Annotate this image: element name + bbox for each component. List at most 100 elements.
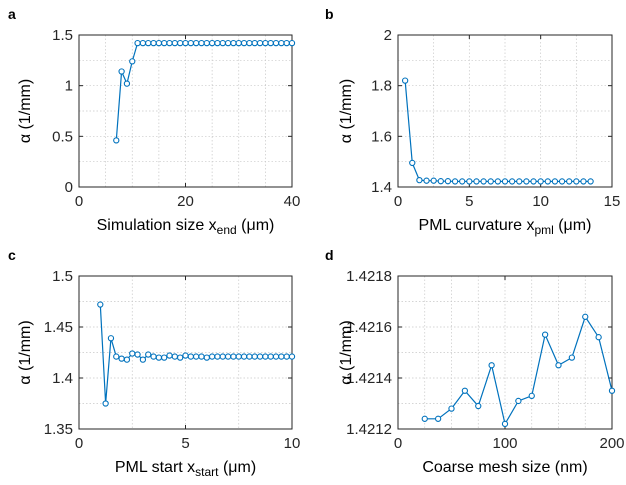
y-axis-label-a: α (1/mm) bbox=[17, 79, 34, 143]
data-point bbox=[150, 39, 157, 47]
panel-a: a 0 20 40 0 0.5 1 1.5 Simulation size xend (μm) α… bbox=[8, 6, 300, 237]
x-axis-label-a: Simulation size xend (μm) bbox=[97, 217, 275, 237]
data-point bbox=[272, 39, 280, 47]
y-tick-label: 1.6 bbox=[371, 128, 392, 145]
data-point bbox=[448, 405, 455, 412]
data-point bbox=[251, 353, 258, 360]
data-point bbox=[224, 39, 232, 47]
data-point bbox=[568, 354, 576, 361]
y-tick-label: 0 bbox=[65, 179, 73, 196]
data-point bbox=[409, 159, 416, 167]
data-point bbox=[166, 352, 173, 359]
data-point bbox=[501, 420, 509, 428]
data-point bbox=[480, 178, 487, 185]
data-point bbox=[475, 402, 482, 410]
panel-letter-a: a bbox=[8, 6, 16, 22]
x-axis-label-unit: (μm) bbox=[554, 217, 592, 234]
data-point bbox=[118, 355, 125, 362]
x-tick-label: 15 bbox=[604, 193, 621, 210]
data-point bbox=[608, 387, 616, 394]
x-axis-label-main: PML curvature x bbox=[419, 217, 535, 234]
data-point bbox=[530, 178, 537, 185]
x-tick-label: 40 bbox=[284, 193, 301, 210]
data-point bbox=[555, 362, 562, 369]
data-point bbox=[494, 178, 502, 185]
data-point bbox=[161, 354, 168, 361]
x-tick-label: 10 bbox=[532, 193, 549, 210]
data-point bbox=[537, 178, 544, 185]
x-axis-label-main: Coarse mesh size (nm) bbox=[422, 459, 587, 476]
data-point bbox=[528, 392, 535, 399]
data-point bbox=[544, 178, 551, 185]
panel-letter-c: c bbox=[8, 247, 16, 263]
x-tick-label: 0 bbox=[394, 435, 402, 452]
data-point bbox=[240, 353, 248, 360]
data-point bbox=[134, 351, 141, 358]
data-point bbox=[262, 39, 269, 47]
data-point bbox=[235, 39, 242, 47]
data-point bbox=[129, 58, 136, 65]
data-point bbox=[203, 354, 210, 361]
data-point bbox=[423, 177, 430, 184]
panel-letter-d: d bbox=[325, 247, 334, 263]
data-point bbox=[177, 354, 184, 361]
data-point bbox=[573, 178, 580, 185]
data-point bbox=[171, 39, 178, 47]
data-point bbox=[587, 178, 594, 185]
y-axis-label-b: α (1/mm) bbox=[338, 79, 355, 143]
data-point bbox=[278, 39, 285, 47]
data-point bbox=[256, 39, 264, 47]
y-tick-label: 1.4214 bbox=[346, 370, 392, 387]
data-point bbox=[283, 353, 290, 360]
data-point bbox=[203, 39, 210, 47]
x-axis-label-unit: (μm) bbox=[237, 217, 275, 234]
data-point bbox=[107, 335, 115, 342]
x-axis-label-c: PML start xstart (μm) bbox=[115, 459, 256, 479]
data-point bbox=[113, 353, 120, 360]
y-axis-label-c: α (1/mm) bbox=[17, 320, 34, 384]
data-point bbox=[288, 353, 296, 360]
data-point bbox=[123, 356, 131, 363]
data-point bbox=[224, 353, 232, 360]
x-axis-label-subscript: pml bbox=[534, 223, 553, 237]
x-axis-label-d: Coarse mesh size (nm) bbox=[422, 459, 587, 476]
data-point bbox=[473, 178, 480, 185]
data-point bbox=[155, 39, 163, 47]
x-tick-label: 0 bbox=[394, 193, 402, 210]
data-point bbox=[541, 331, 549, 338]
panel-letter-b: b bbox=[325, 6, 334, 22]
data-point bbox=[558, 178, 566, 185]
series-line-b bbox=[404, 80, 591, 183]
y-tick-label: 1.4212 bbox=[346, 421, 392, 438]
data-point bbox=[461, 387, 469, 394]
data-point bbox=[278, 353, 285, 360]
y-tick-label: 1 bbox=[65, 78, 73, 95]
data-point bbox=[187, 39, 194, 47]
data-point bbox=[192, 39, 200, 47]
x-tick-label: 10 bbox=[284, 435, 301, 452]
y-tick-label: 1.4 bbox=[52, 370, 73, 387]
data-point bbox=[246, 353, 253, 360]
data-point bbox=[145, 39, 152, 47]
data-point bbox=[595, 334, 602, 341]
y-axis-label-d: α (1/mm) bbox=[338, 320, 355, 384]
data-point bbox=[288, 39, 296, 47]
y-tick-label: 1.35 bbox=[44, 421, 73, 438]
data-point bbox=[451, 178, 459, 185]
x-tick-label: 5 bbox=[181, 435, 189, 452]
data-point bbox=[240, 39, 248, 47]
data-point bbox=[262, 353, 269, 360]
y-tick-label: 1.4216 bbox=[346, 319, 392, 336]
x-tick-label: 100 bbox=[492, 435, 517, 452]
y-tick-label: 1.4 bbox=[371, 179, 392, 196]
data-point bbox=[523, 178, 530, 185]
data-point bbox=[272, 353, 280, 360]
data-point bbox=[267, 39, 274, 47]
x-axis-label-main: PML start x bbox=[115, 459, 195, 476]
data-point bbox=[161, 39, 168, 47]
data-point bbox=[198, 39, 205, 47]
x-tick-label: 200 bbox=[599, 435, 624, 452]
data-point bbox=[208, 39, 216, 47]
data-point bbox=[434, 415, 442, 422]
